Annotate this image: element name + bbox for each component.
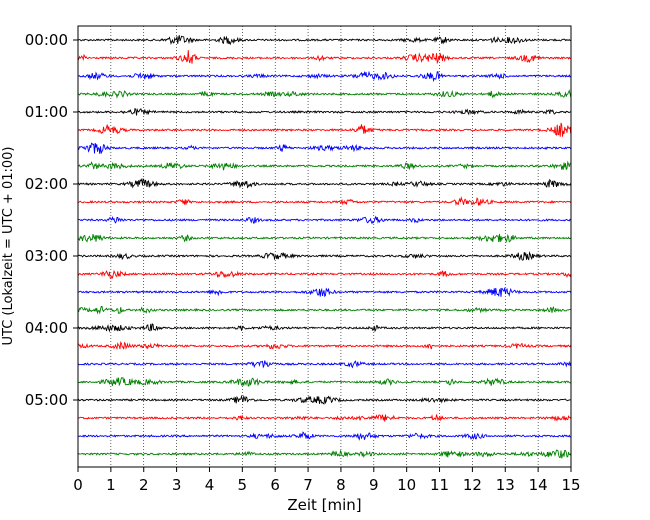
seismic-trace (77, 142, 572, 155)
y-tick-label: 03:00 (25, 247, 68, 265)
y-tick-label: 05:00 (25, 391, 68, 409)
seismic-trace (77, 431, 571, 441)
seismic-trace (77, 341, 572, 351)
y-tick-label: 04:00 (25, 319, 68, 337)
seismic-trace (77, 360, 572, 369)
seismic-trace (77, 196, 572, 206)
seismic-trace (77, 107, 572, 116)
seismic-trace (77, 449, 572, 459)
x-tick-label: 3 (172, 476, 182, 494)
seismic-trace (77, 122, 572, 137)
x-axis: 0 1 2 3 4 5 6 7 8 9 10 11 12 13 14 15 (73, 467, 581, 494)
x-tick-label: 10 (397, 476, 416, 494)
x-tick-label: 6 (270, 476, 280, 494)
x-tick-label: 5 (238, 476, 248, 494)
seismic-trace (77, 250, 572, 261)
x-tick-label: 0 (73, 476, 83, 494)
y-axis: 00:00 01:00 02:00 03:00 04:00 05:00 (25, 31, 78, 409)
x-tick-label: 12 (463, 476, 482, 494)
y-tick-label: 02:00 (25, 175, 68, 193)
x-tick-label: 1 (106, 476, 116, 494)
seismic-trace (77, 394, 571, 405)
seismic-trace (77, 287, 572, 298)
x-tick-label: 15 (561, 476, 580, 494)
seismic-trace (77, 89, 572, 99)
seismic-trace (77, 160, 571, 171)
seismic-trace (77, 50, 571, 65)
plot-frame (77, 25, 572, 468)
x-tick-label: 8 (336, 476, 346, 494)
x-tick-label: 7 (303, 476, 313, 494)
y-axis-title: UTC (Lokalzeit = UTC + 01:00) (1, 147, 16, 346)
seismic-trace (77, 177, 572, 189)
seismic-trace (77, 35, 571, 46)
seismic-trace (77, 70, 571, 83)
x-tick-label: 2 (139, 476, 149, 494)
y-tick-label: 01:00 (25, 103, 68, 121)
y-tick-label: 00:00 (25, 31, 68, 49)
seismic-trace (77, 215, 572, 225)
x-axis-title: Zeit [min] (287, 496, 361, 514)
seismic-trace (77, 305, 571, 315)
seismic-trace (77, 377, 571, 387)
seismic-trace (77, 233, 571, 244)
x-tick-label: 13 (496, 476, 515, 494)
seismic-trace (77, 414, 572, 422)
x-tick-label: 9 (369, 476, 379, 494)
seismic-trace (77, 323, 572, 333)
helicorder-traces (77, 35, 572, 459)
x-tick-label: 14 (529, 476, 548, 494)
x-tick-label: 11 (430, 476, 449, 494)
seismic-trace (77, 269, 572, 279)
x-tick-label: 4 (205, 476, 215, 494)
